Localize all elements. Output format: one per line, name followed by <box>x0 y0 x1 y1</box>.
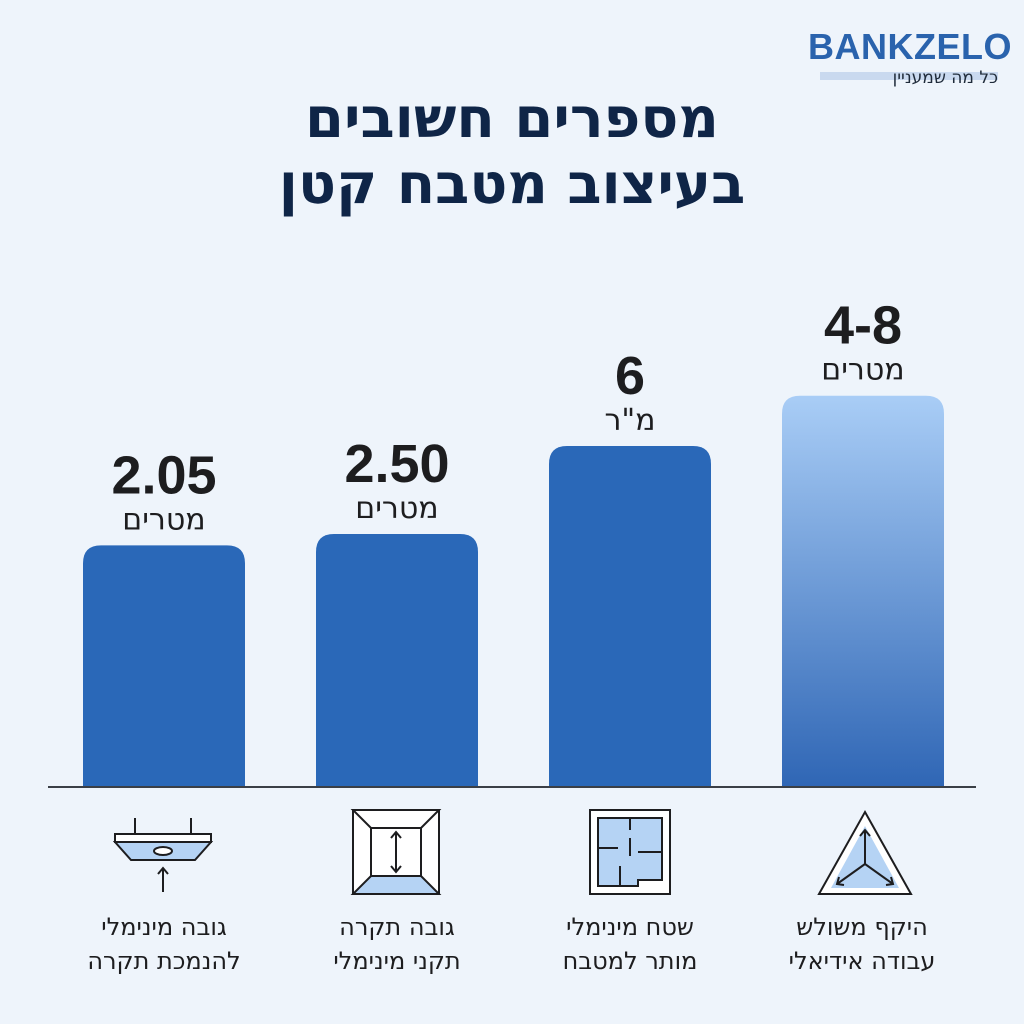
category-label-1-line-2: להנמכת תקרה <box>87 947 241 975</box>
work-triangle-icon <box>815 808 915 898</box>
bar-unit-label-4: מטרים <box>821 353 904 388</box>
category-label-3-line-1: שטח מינימלי <box>566 913 694 941</box>
brand-logo: BANKZELO כל מה שמעניין <box>808 26 1012 89</box>
category-label-2-line-2: תקני מינימלי <box>333 947 461 975</box>
category-label-1: גובה מינימלי להנמכת תקרה <box>54 910 274 978</box>
bar-unit-label-2: מטרים <box>355 491 438 526</box>
floor-plan-icon <box>580 808 680 898</box>
category-label-3: שטח מינימלי מותר למטבח <box>520 910 740 978</box>
category-label-4: היקף משולש עבודה אידיאלי <box>752 910 972 978</box>
bar-4 <box>782 395 944 787</box>
category-label-2-line-1: גובה תקרה <box>339 913 455 941</box>
category-label-3-line-2: מותר למטבח <box>562 947 698 975</box>
bar-value-label-3: 6 <box>615 346 645 406</box>
category-label-4-line-1: היקף משולש <box>796 913 928 941</box>
title-line-1: מספרים חשובים <box>305 86 719 151</box>
category-label-1-line-1: גובה מינימלי <box>101 913 227 941</box>
bar-value-label-2: 2.50 <box>344 434 449 494</box>
page-title: מספרים חשובים בעיצוב מטבח קטן <box>160 86 864 218</box>
brand-name: BANKZELO <box>808 26 1012 67</box>
bar-value-label-4: 4-8 <box>824 296 902 356</box>
category-label-2: גובה תקרה תקני מינימלי <box>287 910 507 978</box>
category-label-4-line-2: עבודה אידיאלי <box>788 947 936 975</box>
bar-unit-label-1: מטרים <box>122 502 205 537</box>
title-line-2: בעיצוב מטבח קטן <box>278 152 746 217</box>
bar-3 <box>549 446 711 787</box>
bar-2 <box>316 534 478 787</box>
lowered-ceiling-icon <box>112 808 214 898</box>
brand-tagline: כל מה שמעניין <box>892 68 998 88</box>
bar-unit-label-3: מ"ר <box>604 403 655 438</box>
room-height-icon <box>347 808 447 898</box>
bar-value-label-1: 2.05 <box>111 445 216 505</box>
bar-1 <box>83 545 245 787</box>
